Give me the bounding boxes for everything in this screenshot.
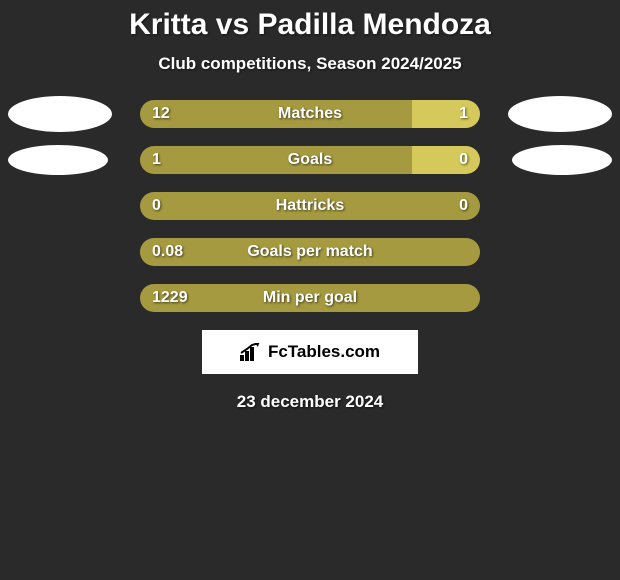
bar-segment-left: 0.08 [140,238,468,266]
left-value: 0.08 [152,243,183,261]
stat-bar: 0.08Goals per match [140,238,480,266]
player-avatar-right [508,96,612,132]
bar-segment-right: 0 [412,146,480,174]
right-value: 0 [459,197,468,215]
player-avatar-left [8,96,112,132]
page-title: Kritta vs Padilla Mendoza [0,8,620,42]
subtitle: Club competitions, Season 2024/2025 [0,54,620,74]
stat-row: 0.08Goals per match [0,238,620,266]
bar-segment-left: 0 [140,192,459,220]
player-avatar-right [512,145,612,175]
bar-segment-left: 12 [140,100,412,128]
left-value: 12 [152,105,170,123]
bar-segment-right [468,238,480,266]
stat-row: 00Hattricks [0,192,620,220]
player-avatar-left [8,145,108,175]
left-value: 1229 [152,289,188,307]
logo-box: FcTables.com [202,330,418,374]
bar-segment-left: 1229 [140,284,468,312]
logo-text: FcTables.com [268,342,380,362]
left-value: 0 [152,197,161,215]
stats-rows: 121Matches10Goals00Hattricks0.08Goals pe… [0,100,620,312]
stat-bar: 121Matches [140,100,480,128]
bar-segment-right [468,284,480,312]
bar-segment-right: 1 [412,100,480,128]
chart-icon [240,343,262,361]
infographic-container: Kritta vs Padilla Mendoza Club competiti… [0,0,620,412]
right-value: 0 [459,151,468,169]
stat-bar: 10Goals [140,146,480,174]
stat-row: 10Goals [0,146,620,174]
stat-row: 1229Min per goal [0,284,620,312]
stat-bar: 1229Min per goal [140,284,480,312]
date-text: 23 december 2024 [0,392,620,412]
stat-row: 121Matches [0,100,620,128]
left-value: 1 [152,151,161,169]
stat-bar: 00Hattricks [140,192,480,220]
bar-segment-left: 1 [140,146,412,174]
bar-segment-right: 0 [459,192,480,220]
right-value: 1 [459,105,468,123]
